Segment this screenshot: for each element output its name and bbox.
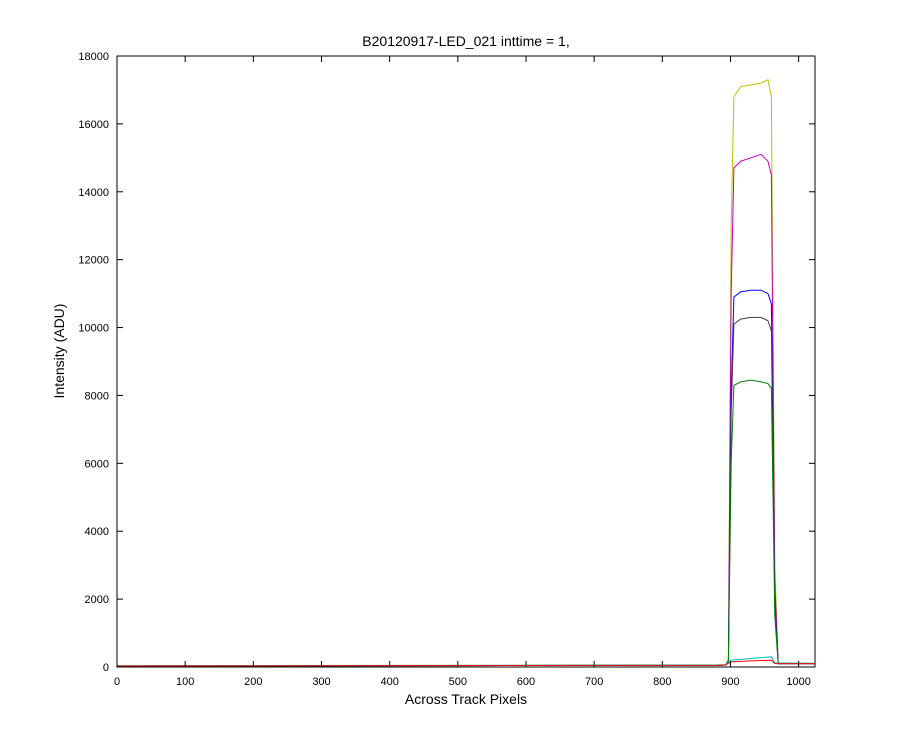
y-tick-label: 4000 [85,526,109,538]
y-axis-label: Intensity (ADU) [51,304,67,399]
y-tick-label: 2000 [85,594,109,606]
series-layer [116,79,816,667]
x-tick-label: 0 [114,676,120,688]
x-tick-label: 400 [380,676,398,688]
ticks-layer: 0 100 200 300 400 500 600 700 800 900 100002000400… [78,51,815,688]
y-tick-label: 8000 [85,390,109,402]
series-line-7 [116,659,815,667]
y-tick-label: 16000 [78,119,109,131]
y-tick-label: 14000 [78,187,109,199]
x-tick-label: 800 [653,676,671,688]
x-tick-label: 300 [312,676,330,688]
y-tick-label: 12000 [78,255,109,267]
y-tick-label: 10000 [78,323,109,335]
x-tick-label: 600 [517,676,535,688]
x-axis-label: Across Track Pixels [405,691,527,707]
x-tick-label: 900 [721,676,739,688]
y-tick-label: 6000 [85,458,109,470]
x-tick-label: 200 [244,676,262,688]
x-tick-label: 500 [449,676,467,688]
x-tick-label: 100 [176,676,194,688]
y-tick-label: 18000 [78,51,109,63]
chart-title: B20120917-LED_021 inttime = 1, [362,33,569,49]
plot-area [116,55,816,668]
x-tick-label: 700 [585,676,603,688]
x-tick-label: 1000 [786,676,810,688]
y-tick-label: 0 [103,662,109,674]
